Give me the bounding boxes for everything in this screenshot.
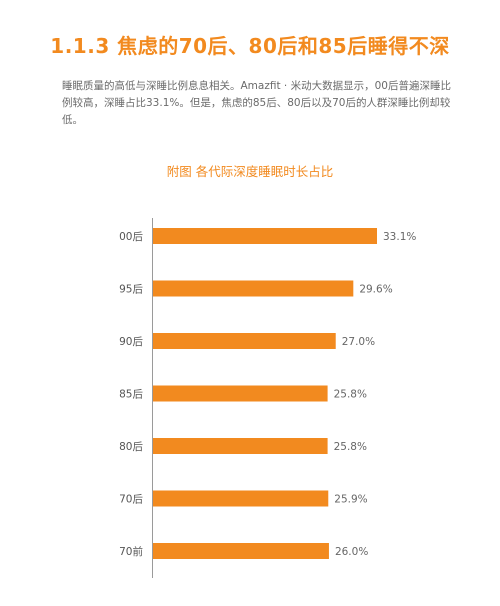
category-label: 95后 <box>119 284 143 296</box>
bar <box>153 385 328 402</box>
value-label: 33.1% <box>383 231 416 243</box>
value-label: 29.6% <box>359 284 392 296</box>
intro-paragraph: 睡眠质量的高低与深睡比例息息相关。Amazfit · 米动大数据显示，00后普遍… <box>62 80 451 126</box>
bar <box>153 228 377 244</box>
value-label: 27.0% <box>342 336 375 348</box>
page-heading: 1.1.3 焦虑的70后、80后和85后睡得不深 <box>50 34 450 58</box>
chart-title: 附图 各代际深度睡眠时长占比 <box>166 164 334 179</box>
value-label: 25.8% <box>334 441 367 453</box>
category-label: 00后 <box>119 231 143 243</box>
category-label: 80后 <box>119 441 143 453</box>
category-label: 90后 <box>119 336 143 348</box>
bar <box>153 490 329 507</box>
value-label: 26.0% <box>335 546 368 558</box>
bar <box>153 333 336 349</box>
category-label: 70前 <box>119 545 143 558</box>
category-label: 85后 <box>119 389 143 401</box>
bar <box>153 543 329 559</box>
bar <box>153 438 328 454</box>
value-label: 25.8% <box>334 389 367 401</box>
category-label: 70后 <box>119 494 143 506</box>
value-label: 25.9% <box>334 494 367 506</box>
bar <box>153 280 354 297</box>
